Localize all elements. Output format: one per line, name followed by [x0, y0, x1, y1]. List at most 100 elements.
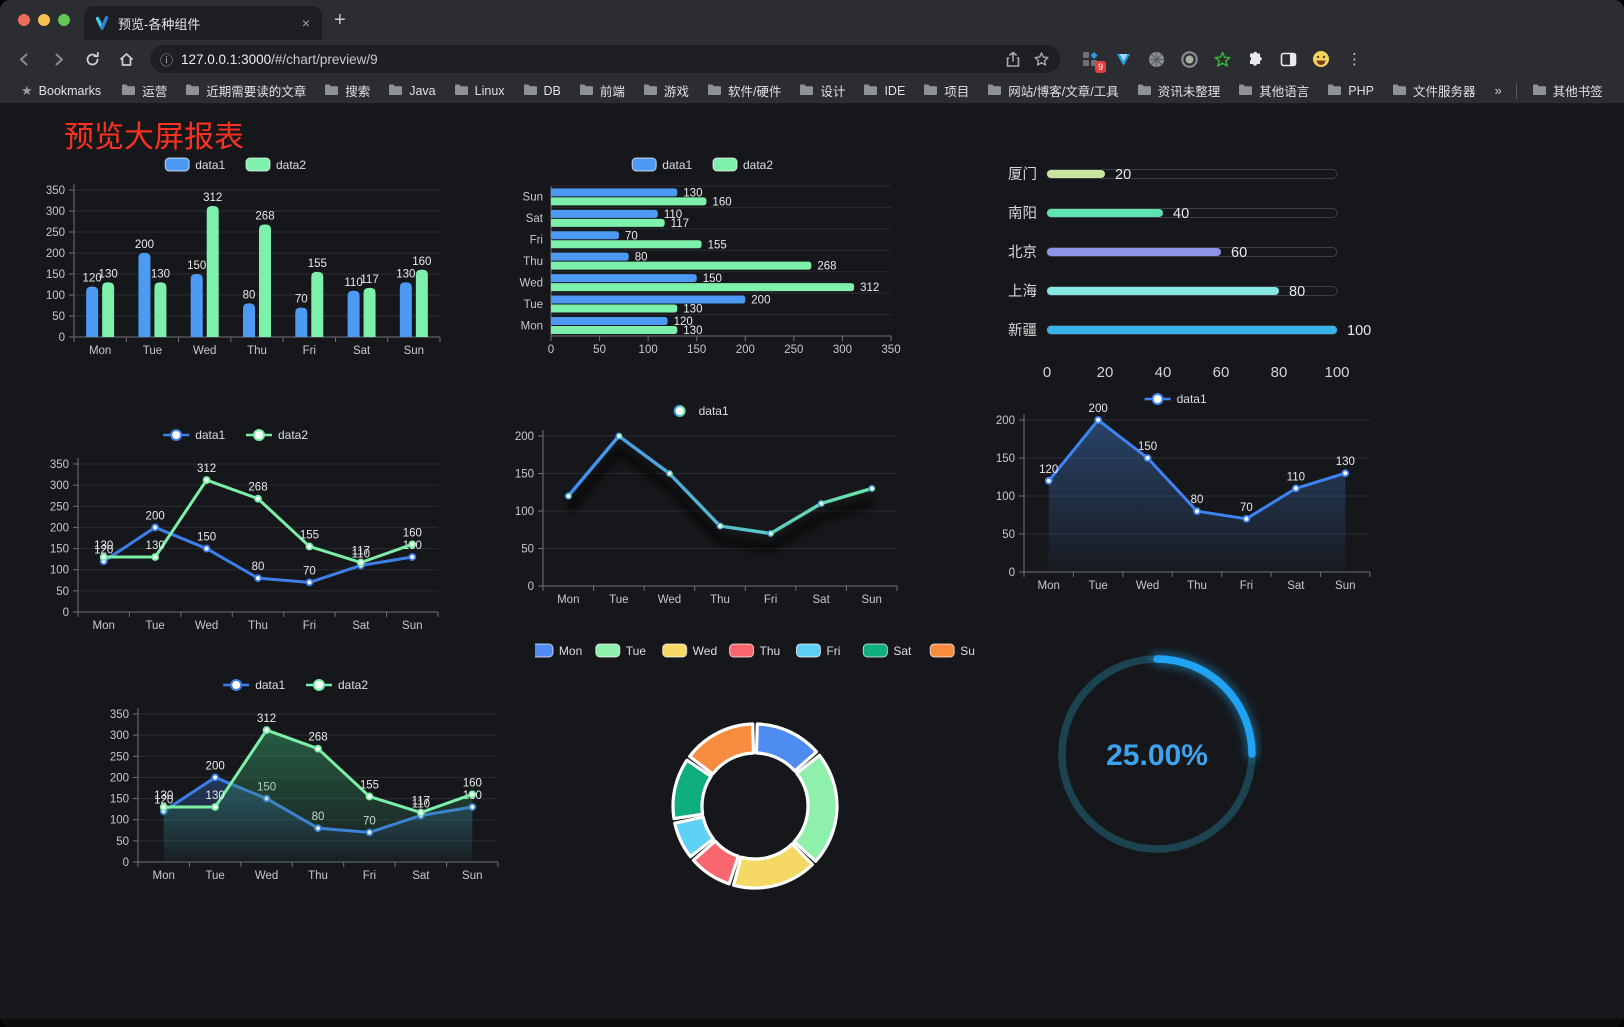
recorder-icon[interactable]	[1179, 49, 1199, 69]
puzzle-extensions-icon[interactable]	[1245, 49, 1265, 69]
svg-text:Sat: Sat	[352, 620, 370, 632]
emoji-icon[interactable]	[1311, 49, 1331, 69]
axes: 0 50 100 150 200 250 300 350 Mon Tue Wed Thu Fri Sat S…	[46, 184, 441, 357]
tab-close-icon[interactable]: ×	[301, 15, 310, 31]
bookmark-folder-item[interactable]: 其他语言	[1229, 80, 1318, 102]
legend-item-data2[interactable]: data2	[246, 428, 308, 442]
svg-text:Fri: Fri	[530, 235, 543, 247]
bookmark-folder-item[interactable]: 文件服务器	[1383, 80, 1485, 102]
bookmark-folder-item[interactable]: PHP	[1318, 80, 1383, 102]
folder-icon	[1392, 83, 1407, 99]
legend-item-data1[interactable]: data1	[223, 678, 286, 692]
bookmark-folder-item[interactable]: 资讯未整理	[1128, 80, 1230, 102]
legend-item-data2[interactable]: data2	[712, 157, 773, 172]
bookmark-folder-item[interactable]: Linux	[445, 80, 514, 102]
legend-item-Fri[interactable]: Fri	[795, 643, 840, 658]
legend-item-data1[interactable]: data1	[631, 157, 693, 172]
bookmarks-overflow-chevron[interactable]: »	[1494, 83, 1502, 98]
browser-tab[interactable]: 预览-各种组件 ×	[84, 6, 322, 40]
svg-text:Thu: Thu	[1187, 580, 1207, 592]
legend-item-Thu[interactable]: Thu	[729, 643, 781, 658]
minimize-window-button[interactable]	[38, 14, 50, 26]
svg-text:110: 110	[344, 277, 362, 289]
svg-text:70: 70	[303, 565, 316, 577]
bookmark-folder-item[interactable]: 搜索	[315, 80, 379, 102]
legend-item-Tue[interactable]: Tue	[595, 643, 647, 658]
bookmark-folder-item[interactable]: 软件/硬件	[698, 80, 790, 102]
svg-text:Sun: Sun	[861, 594, 881, 606]
info-icon[interactable]: ⓘ	[160, 52, 174, 68]
back-icon[interactable]	[10, 45, 38, 73]
folder-icon	[1238, 83, 1253, 99]
extension-badge: 9	[1094, 61, 1106, 73]
close-window-button[interactable]	[18, 14, 30, 26]
userscript-manager-icon[interactable]: 9	[1080, 49, 1106, 73]
axes: 0 50 100 150 200 250 300 350	[548, 185, 901, 356]
legend-item-data2[interactable]: data2	[245, 157, 306, 172]
svg-text:130: 130	[206, 790, 225, 802]
bookmark-star-icon[interactable]	[1033, 51, 1050, 68]
svg-text:50: 50	[116, 836, 129, 848]
svg-text:Mon: Mon	[557, 594, 579, 606]
svg-text:80: 80	[1289, 284, 1305, 300]
page-content: 预览大屏报表 data1 data2 0 50 100 150 200 250 300 350 Mo…	[0, 104, 1624, 1019]
slice-Fri	[673, 815, 715, 859]
bookmark-folder-item[interactable]: Java	[379, 80, 444, 102]
legend-item-Sun[interactable]: Sun	[929, 643, 982, 658]
reload-icon[interactable]	[78, 45, 106, 73]
legend-item-data1[interactable]: data1	[164, 157, 226, 172]
svg-text:268: 268	[817, 261, 836, 273]
svg-text:100: 100	[50, 565, 69, 577]
legend-item-Mon[interactable]: Mon	[528, 643, 582, 658]
home-icon[interactable]	[112, 45, 140, 73]
bookmark-folder-item[interactable]: 游戏	[634, 80, 698, 102]
bookmark-folder-item[interactable]: DB	[514, 80, 570, 102]
url-bar[interactable]: ⓘ 127.0.0.1:3000/#/chart/preview/9	[150, 45, 1060, 73]
side-panel-icon[interactable]	[1278, 49, 1298, 69]
svg-text:150: 150	[996, 453, 1015, 465]
bookmarks-bar: ★ Bookmarks 运营 近期需要读的文章 搜索 Java Linux DB 前端 游戏软…	[0, 78, 1624, 104]
url-text[interactable]: 127.0.0.1:3000/#/chart/preview/9	[181, 51, 378, 67]
svg-text:上海: 上海	[1008, 283, 1037, 300]
svg-text:110: 110	[1287, 471, 1305, 483]
legend-item-data1[interactable]: data1	[1144, 392, 1207, 406]
forward-icon[interactable]	[44, 45, 72, 73]
bookmark-folder-item[interactable]: 运营	[112, 80, 176, 102]
svg-text:Wed: Wed	[193, 345, 216, 357]
bookmark-folder-item[interactable]: 设计	[790, 80, 854, 102]
svg-text:data1: data1	[195, 158, 225, 172]
svg-text:150: 150	[1138, 441, 1157, 453]
zoom-window-button[interactable]	[58, 14, 70, 26]
bookmark-folder-item[interactable]: 网站/博客/文章/工具	[978, 80, 1127, 102]
bookmark-folder-item[interactable]: IDE	[854, 80, 914, 102]
folder-icon	[1532, 83, 1547, 99]
legend-item-Wed[interactable]: Wed	[662, 643, 717, 658]
legend-item-data1[interactable]: data1	[163, 428, 226, 442]
legend-item-Sat[interactable]: Sat	[862, 643, 912, 658]
folder-icon	[388, 83, 403, 99]
svg-text:50: 50	[521, 544, 534, 556]
share-icon[interactable]	[1005, 51, 1021, 68]
svg-text:130: 130	[154, 790, 173, 802]
new-tab-button[interactable]: +	[334, 9, 346, 31]
bookmarks-star-item[interactable]: ★ Bookmarks	[12, 80, 110, 102]
devtools-gem-icon[interactable]	[1113, 49, 1133, 69]
kebab-menu-icon[interactable]: ⋮	[1347, 51, 1362, 68]
green-star-icon[interactable]	[1212, 49, 1232, 69]
svg-text:268: 268	[255, 210, 274, 222]
slice-Mon	[754, 722, 819, 773]
series-data2: 130 130 312 268 155 117 160	[94, 463, 422, 567]
gray-globe-icon[interactable]	[1146, 49, 1166, 69]
legend-item-data2[interactable]: data2	[306, 678, 368, 692]
bookmark-folder-item[interactable]: 项目	[914, 80, 978, 102]
folder-icon	[1327, 83, 1342, 99]
svg-text:130: 130	[151, 268, 170, 280]
bookmark-folder-item[interactable]: 近期需要读的文章	[176, 80, 315, 102]
svg-text:80: 80	[252, 561, 265, 573]
svg-text:Mon: Mon	[93, 620, 115, 632]
legend-item-data1[interactable]: data1	[666, 404, 729, 418]
bookmark-folder-item[interactable]: 前端	[570, 80, 634, 102]
other-bookmarks-folder[interactable]: 其他书签	[1523, 80, 1612, 102]
svg-text:60: 60	[1213, 364, 1230, 381]
